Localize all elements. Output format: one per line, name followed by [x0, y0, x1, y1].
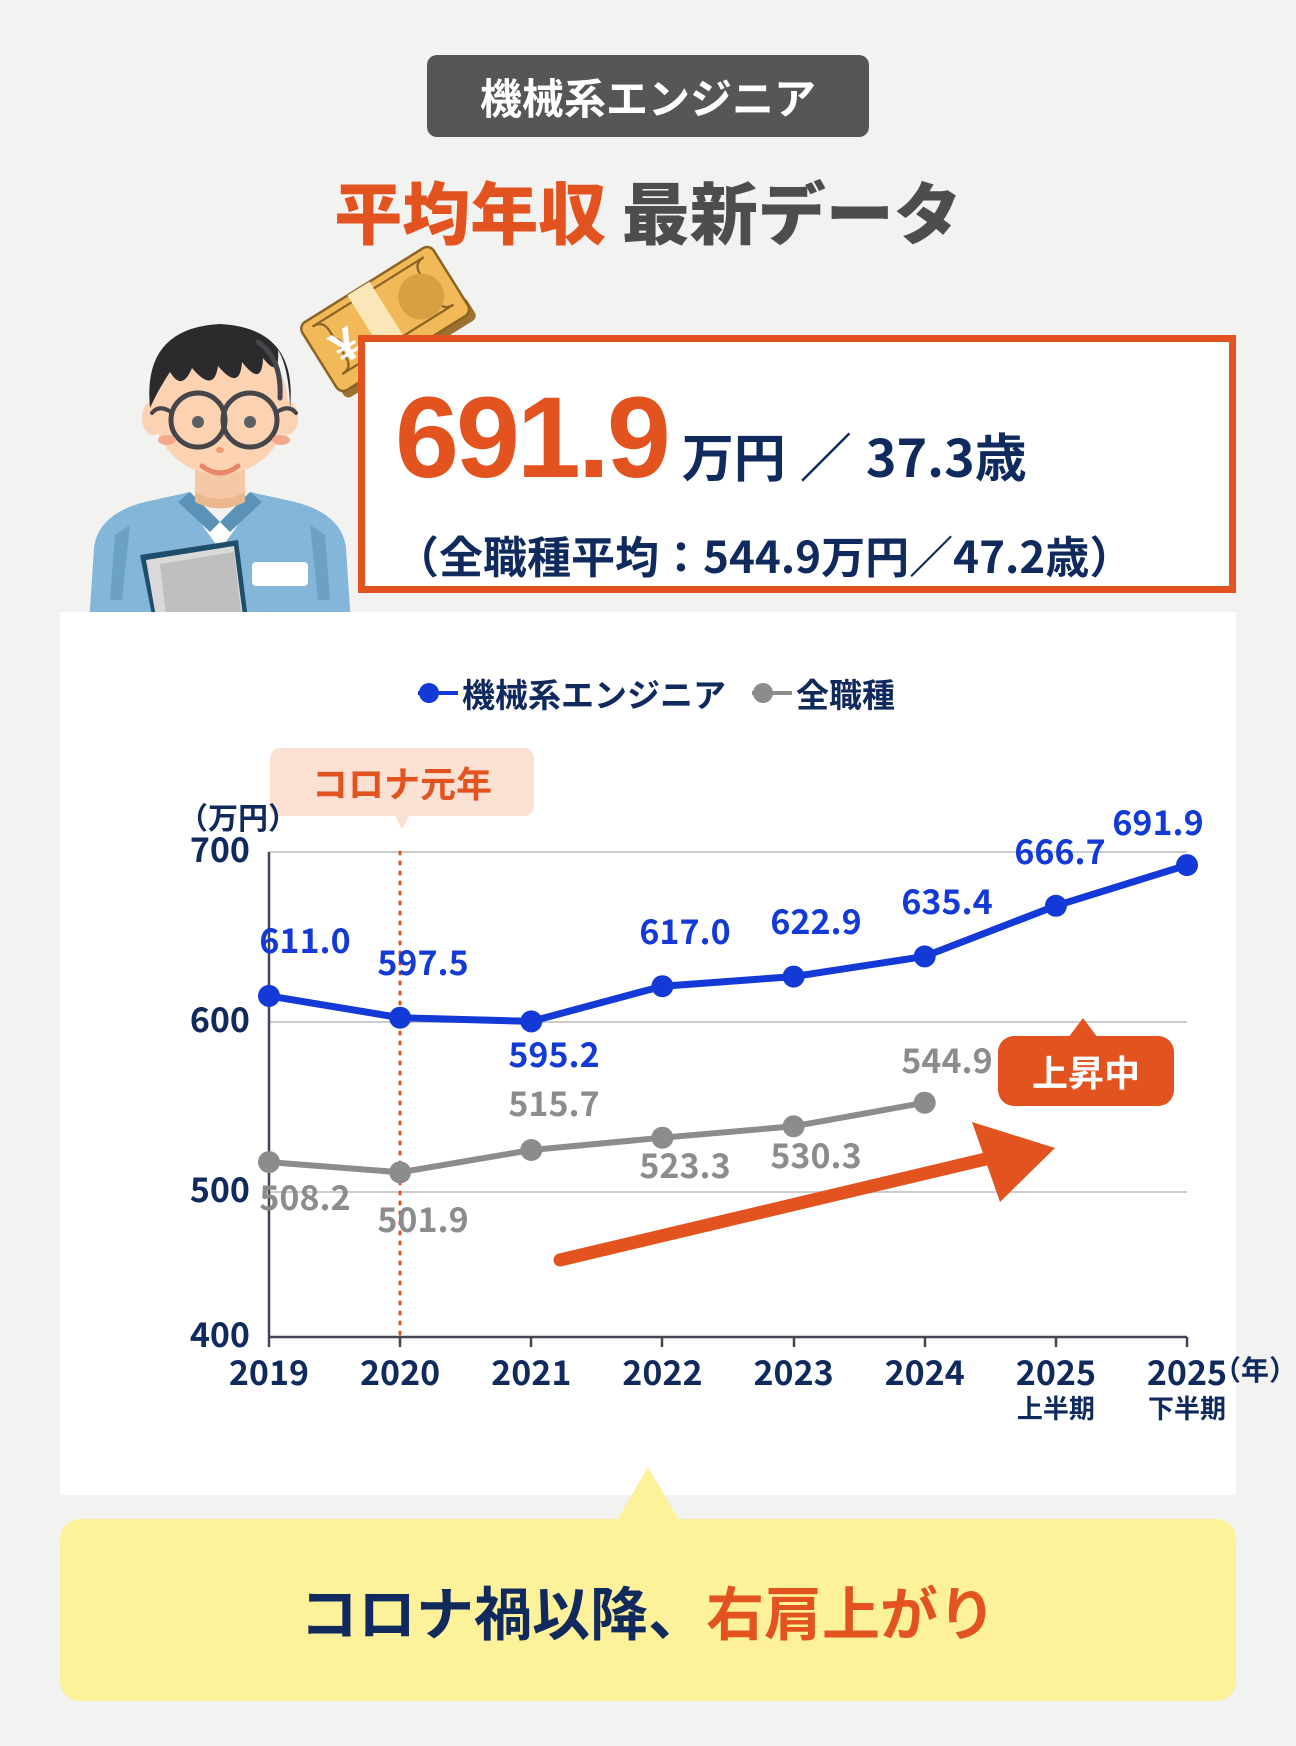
svg-text:（年）: （年）: [1213, 1349, 1296, 1389]
svg-text:595.2: 595.2: [508, 1028, 599, 1077]
svg-text:501.9: 501.9: [377, 1193, 468, 1242]
svg-text:2019: 2019: [229, 1346, 309, 1395]
svg-text:530.3: 530.3: [770, 1129, 861, 1178]
svg-text:2021: 2021: [491, 1346, 571, 1395]
svg-text:500: 500: [190, 1163, 250, 1212]
svg-text:上半期: 上半期: [1017, 1389, 1095, 1426]
svg-text:515.7: 515.7: [508, 1077, 599, 1126]
svg-text:666.7: 666.7: [1014, 825, 1105, 874]
svg-text:635.4: 635.4: [901, 875, 992, 924]
svg-text:2020: 2020: [360, 1346, 440, 1395]
svg-text:691.9: 691.9: [1112, 796, 1203, 845]
svg-text:700: 700: [190, 823, 250, 872]
svg-text:2023: 2023: [753, 1346, 833, 1395]
svg-text:622.9: 622.9: [770, 895, 861, 944]
svg-text:617.0: 617.0: [639, 905, 730, 954]
svg-text:611.0: 611.0: [259, 914, 350, 963]
svg-text:508.2: 508.2: [259, 1171, 350, 1220]
svg-text:523.3: 523.3: [639, 1139, 730, 1188]
svg-text:下半期: 下半期: [1148, 1389, 1226, 1426]
svg-text:2025: 2025: [1016, 1346, 1096, 1395]
svg-text:2022: 2022: [622, 1346, 702, 1395]
svg-text:2024: 2024: [885, 1346, 965, 1395]
svg-text:600: 600: [190, 993, 250, 1042]
svg-text:597.5: 597.5: [377, 936, 468, 985]
svg-text:544.9: 544.9: [901, 1034, 992, 1083]
